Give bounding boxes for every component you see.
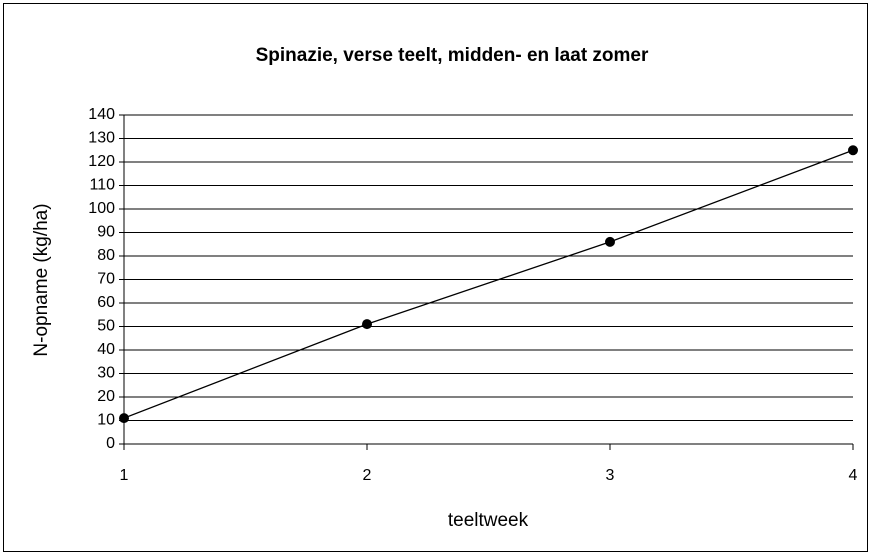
y-tick-label: 140 <box>88 106 115 123</box>
y-tick-label: 0 <box>106 435 115 452</box>
y-tick-label: 50 <box>97 318 115 335</box>
data-point <box>119 413 129 424</box>
x-tick-label: 4 <box>849 467 858 484</box>
data-point <box>362 319 372 330</box>
x-tick-label: 1 <box>120 467 129 484</box>
y-tick-label: 130 <box>88 130 115 147</box>
x-tick-label: 3 <box>606 467 615 484</box>
y-tick-label: 110 <box>89 177 115 194</box>
y-tick-label: 20 <box>97 388 115 405</box>
y-tick-label: 60 <box>97 294 115 311</box>
y-tick-label: 80 <box>97 247 115 264</box>
chart-frame <box>3 3 868 552</box>
y-tick-label: 70 <box>97 271 115 288</box>
chart-title: Spinazie, verse teelt, midden- en laat z… <box>256 45 649 66</box>
y-tick-label: 120 <box>88 153 115 170</box>
y-tick-label: 30 <box>97 365 115 382</box>
y-tick-label: 10 <box>97 412 115 429</box>
y-tick-label: 90 <box>97 224 115 241</box>
y-tick-label: 40 <box>97 341 115 358</box>
x-tick-label: 2 <box>363 467 372 484</box>
y-tick-label: 100 <box>88 200 115 217</box>
data-line <box>123 149 854 419</box>
y-axis-label: N-opname (kg/ha) <box>31 203 52 356</box>
data-point <box>605 236 615 247</box>
x-axis-label: teeltweek <box>448 510 529 531</box>
data-point <box>848 145 858 156</box>
